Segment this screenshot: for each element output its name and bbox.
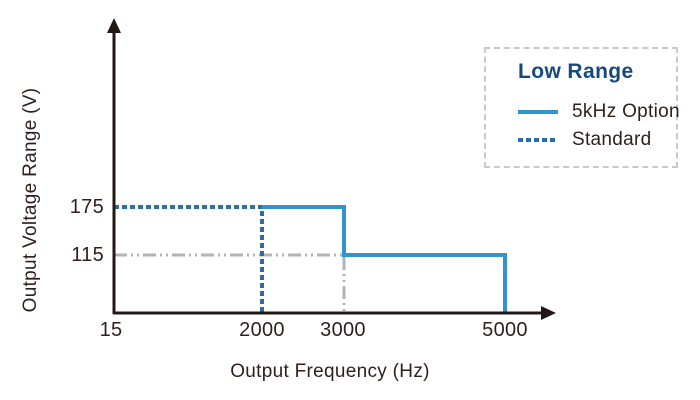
series-standard-115v-reference-line [114, 253, 346, 312]
series-5khz-option-line [262, 205, 507, 312]
series-standard-line [114, 205, 264, 312]
x-tick-3000: 3000 [320, 319, 366, 341]
legend-item-5khz-option: 5kHz Option [518, 101, 680, 123]
x-tick-15: 15 [99, 319, 123, 341]
y-tick-115: 115 [71, 244, 104, 266]
x-axis-title: Output Frequency (Hz) [230, 361, 430, 382]
legend-item-standard: Standard [518, 129, 676, 151]
x-tick-2000: 2000 [239, 319, 285, 341]
y-axis-arrowhead-icon [107, 18, 121, 33]
legend-title: Low Range [518, 60, 634, 83]
x-axis-arrowhead-icon [541, 306, 556, 320]
legend-box: Low Range 5kHz Option Standard [484, 47, 680, 168]
y-axis-title: Output Voltage Range (V) [20, 87, 41, 313]
y-tick-175: 175 [69, 196, 104, 218]
solid-line-swatch-icon [518, 110, 558, 114]
legend-label-5khz-option: 5kHz Option [572, 101, 680, 122]
x-tick-5000: 5000 [482, 319, 528, 341]
dashed-line-swatch-icon [518, 138, 558, 142]
legend-label-standard: Standard [572, 129, 652, 150]
